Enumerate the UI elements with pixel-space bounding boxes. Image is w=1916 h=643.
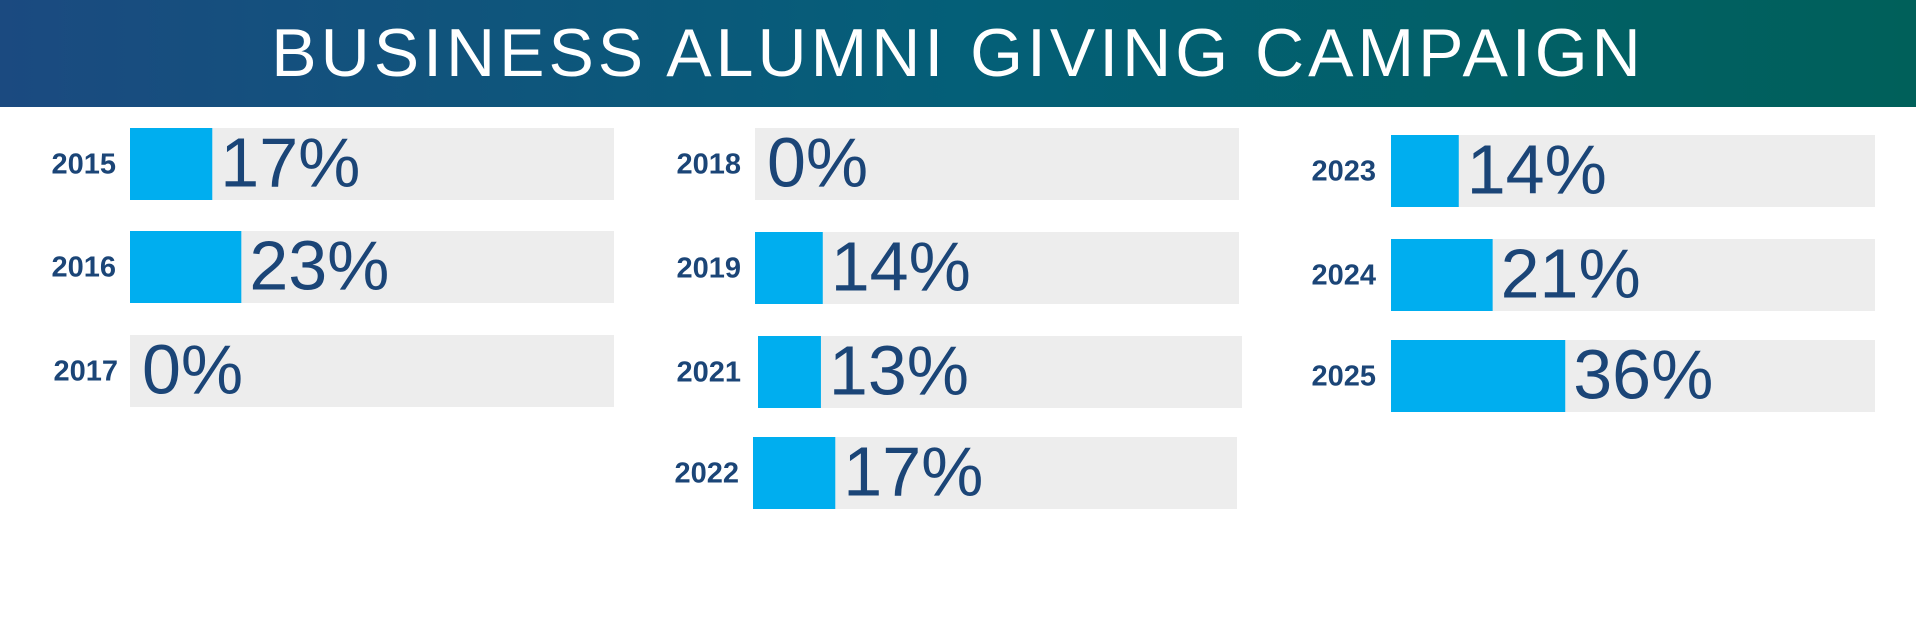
- bar: [130, 231, 242, 303]
- value-label: 14%: [1467, 130, 1607, 208]
- bar: [1391, 135, 1459, 207]
- chart-title: BUSINESS ALUMNI GIVING CAMPAIGN: [271, 15, 1644, 91]
- category-label: 2021: [676, 357, 741, 389]
- header-bar: [0, 0, 1916, 107]
- bar: [1391, 340, 1566, 412]
- value-label: 17%: [843, 432, 983, 510]
- category-label: 2022: [674, 458, 739, 490]
- category-label: 2016: [51, 252, 116, 284]
- bar: [130, 128, 213, 200]
- bar-track: [755, 232, 1239, 304]
- bar: [1391, 239, 1493, 311]
- bar: [758, 336, 821, 408]
- bar: [753, 437, 836, 509]
- bar: [755, 232, 823, 304]
- bar-track: [130, 335, 614, 407]
- bar-track: [755, 128, 1239, 200]
- category-label: 2015: [51, 149, 116, 181]
- value-label: 13%: [829, 331, 969, 409]
- category-label: 2024: [1311, 260, 1376, 292]
- bar-track: [758, 336, 1242, 408]
- category-label: 2019: [676, 253, 741, 285]
- value-label: 17%: [220, 123, 360, 201]
- category-label: 2023: [1311, 156, 1376, 188]
- value-label: 36%: [1573, 335, 1713, 413]
- value-label: 0%: [767, 123, 868, 201]
- value-label: 0%: [142, 330, 243, 408]
- value-label: 21%: [1501, 234, 1641, 312]
- bar-track: [1391, 135, 1875, 207]
- category-label: 2025: [1311, 361, 1376, 393]
- category-label: 2018: [676, 149, 741, 181]
- value-label: 14%: [831, 227, 971, 305]
- category-label: 2017: [53, 356, 118, 388]
- value-label: 23%: [249, 226, 389, 304]
